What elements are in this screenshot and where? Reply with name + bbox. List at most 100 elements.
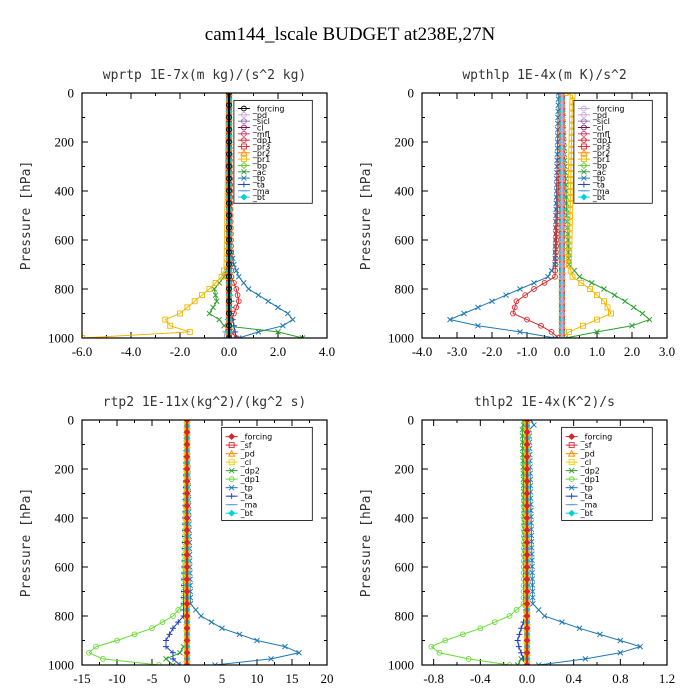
- legend-label: _forcing: [580, 433, 613, 442]
- legend-swatch-marker: [228, 433, 236, 441]
- data-point: [617, 649, 624, 656]
- series-forcing: [523, 420, 531, 665]
- legend-label: _sf: [240, 441, 252, 450]
- data-point: [523, 624, 531, 632]
- legend-entry: _ma: [565, 501, 597, 510]
- data-point: [594, 329, 600, 335]
- y-tick-label: 200: [395, 135, 415, 150]
- data-point: [604, 304, 611, 311]
- x-tick-label: -4.0: [412, 344, 433, 359]
- legend-swatch-marker: [581, 105, 587, 112]
- data-point: [529, 594, 536, 601]
- data-point: [529, 582, 536, 588]
- data-point: [527, 420, 534, 423]
- data-point: [226, 175, 232, 182]
- data-point: [548, 329, 555, 335]
- data-point: [517, 329, 523, 335]
- data-point: [567, 195, 574, 202]
- legend-entry: _cl: [577, 123, 604, 132]
- data-point: [531, 280, 537, 286]
- x-tick-label: 2.0: [624, 344, 640, 359]
- legend-swatch-marker: [240, 148, 248, 156]
- y-axis-label: Pressure [hPa]: [359, 488, 374, 598]
- legend-entry: _bt: [565, 509, 593, 518]
- legend-entry: _tp: [565, 484, 593, 493]
- data-point: [523, 575, 531, 583]
- legend-entry: _pr1: [577, 155, 610, 164]
- legend-label: _cl: [252, 123, 264, 132]
- data-point: [559, 322, 565, 329]
- legend-entry: _pd: [565, 450, 595, 459]
- data-point: [226, 102, 232, 109]
- data-point: [170, 662, 176, 665]
- data-point: [442, 637, 449, 644]
- data-point: [559, 212, 565, 219]
- data-point: [588, 280, 595, 286]
- series-pr1: [82, 93, 232, 338]
- data-point: [235, 335, 242, 338]
- data-point: [630, 304, 637, 311]
- data-point: [275, 304, 281, 311]
- data-point: [510, 310, 516, 317]
- legend-entry: _forcing: [577, 105, 624, 114]
- data-point: [545, 273, 551, 280]
- data-point: [559, 310, 565, 317]
- data-point: [465, 656, 472, 662]
- legend-entry: _mfl: [237, 130, 270, 139]
- legend-entry: _bt: [577, 193, 605, 202]
- legend-label: _dp1: [592, 136, 612, 145]
- data-point: [296, 649, 302, 656]
- legend-swatch-marker: [227, 449, 236, 457]
- legend-label: _tp: [252, 174, 265, 183]
- legend-entry: _pr2: [237, 148, 270, 158]
- x-tick-label: 3.0: [659, 344, 675, 359]
- legend-swatch-marker: [580, 161, 588, 170]
- legend-label: _dp2: [580, 467, 600, 476]
- data-point: [170, 625, 176, 632]
- data-point: [163, 656, 169, 662]
- data-point: [183, 490, 191, 497]
- legend-label: _dp2: [240, 467, 260, 476]
- y-tick-label: 400: [395, 184, 415, 199]
- data-point: [528, 545, 535, 551]
- legend-label: _bp: [252, 161, 267, 170]
- legend-swatch-marker: [581, 137, 587, 143]
- legend-entry: _sicl: [237, 117, 270, 126]
- data-point: [594, 292, 600, 299]
- data-point: [275, 329, 281, 335]
- data-point: [149, 625, 155, 632]
- y-axis-label: Pressure [hPa]: [19, 161, 34, 271]
- legend-swatch-marker: [581, 168, 587, 175]
- data-point: [183, 588, 191, 595]
- legend-entry: _sf: [225, 441, 252, 450]
- data-point: [226, 163, 232, 170]
- data-point: [555, 335, 562, 338]
- data-point: [235, 298, 242, 305]
- legend-entry: _pr2: [577, 149, 610, 158]
- legend-entry: _dp1: [237, 136, 272, 145]
- legend-entry: _pd: [225, 449, 255, 459]
- data-point: [601, 286, 607, 292]
- data-point: [559, 286, 565, 292]
- x-tick-label: -15: [73, 671, 90, 686]
- data-point: [608, 310, 614, 317]
- data-point: [576, 273, 583, 280]
- data-point: [559, 102, 565, 109]
- y-tick-label: 400: [55, 184, 75, 199]
- legend-label: _sf: [580, 441, 592, 450]
- panel-1: wprtp 1E-7x(m kg)/(s^2 kg) Pressure [hPa]…: [19, 68, 335, 359]
- y-tick-label: 1000: [388, 658, 414, 673]
- legend-label: _bt: [580, 509, 593, 518]
- data-point: [459, 631, 466, 638]
- legend-entry: _bp: [577, 161, 607, 170]
- legend-swatch-marker: [228, 442, 235, 449]
- legend-entry: _forcing: [565, 433, 613, 442]
- legend-label: _dp1: [240, 475, 260, 484]
- legend: _forcing_pd_sicl_cl_mfl_dp1_pr3_pr2_pr1_…: [233, 99, 313, 204]
- legend-label: _bt: [240, 509, 253, 518]
- data-point: [289, 316, 296, 323]
- data-point: [514, 662, 521, 665]
- data-point: [233, 335, 240, 338]
- series-group: [86, 420, 302, 665]
- data-point: [582, 656, 589, 662]
